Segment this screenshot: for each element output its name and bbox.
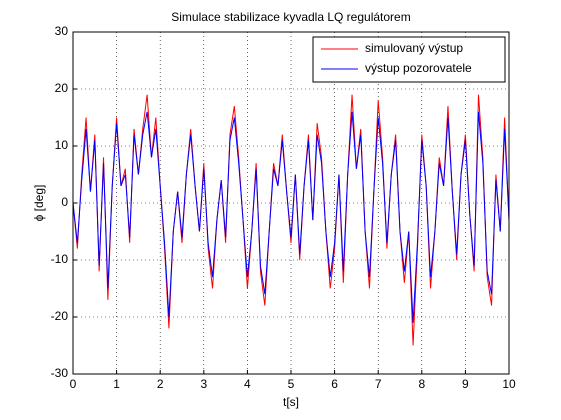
legend-label: simulovaný výstup: [365, 41, 463, 55]
x-tick-label: 8: [418, 377, 425, 391]
series-line: [72, 111, 510, 323]
x-tick-label: 4: [244, 377, 251, 391]
x-tick-label: 1: [113, 377, 120, 391]
x-axis-label: t[s]: [283, 395, 299, 409]
x-tick-label: 10: [502, 377, 516, 391]
y-tick-label: 20: [55, 81, 69, 95]
x-tick-label: 6: [331, 377, 338, 391]
x-tick-label: 7: [375, 377, 382, 391]
plot-frame: [72, 31, 510, 375]
y-tick-label: 0: [61, 195, 68, 209]
y-tick-label: -10: [51, 252, 69, 266]
y-tick-label: -30: [51, 366, 69, 380]
legend-box: [312, 36, 506, 83]
y-tick-label: 30: [55, 24, 69, 38]
y-axis-label: ϕ [deg]: [32, 185, 46, 222]
x-tick-label: 0: [70, 377, 77, 391]
x-tick-label: 2: [157, 377, 164, 391]
x-tick-label: 5: [288, 377, 295, 391]
x-tick-label: 3: [200, 377, 207, 391]
x-tick-label: 9: [462, 377, 469, 391]
y-tick-label: 10: [55, 138, 69, 152]
chart-title: Simulace stabilizace kyvadla LQ reguláto…: [171, 10, 410, 24]
legend-label: výstup pozorovatele: [365, 61, 472, 75]
plot-area: [73, 32, 509, 374]
y-tick-label: -20: [51, 309, 69, 323]
